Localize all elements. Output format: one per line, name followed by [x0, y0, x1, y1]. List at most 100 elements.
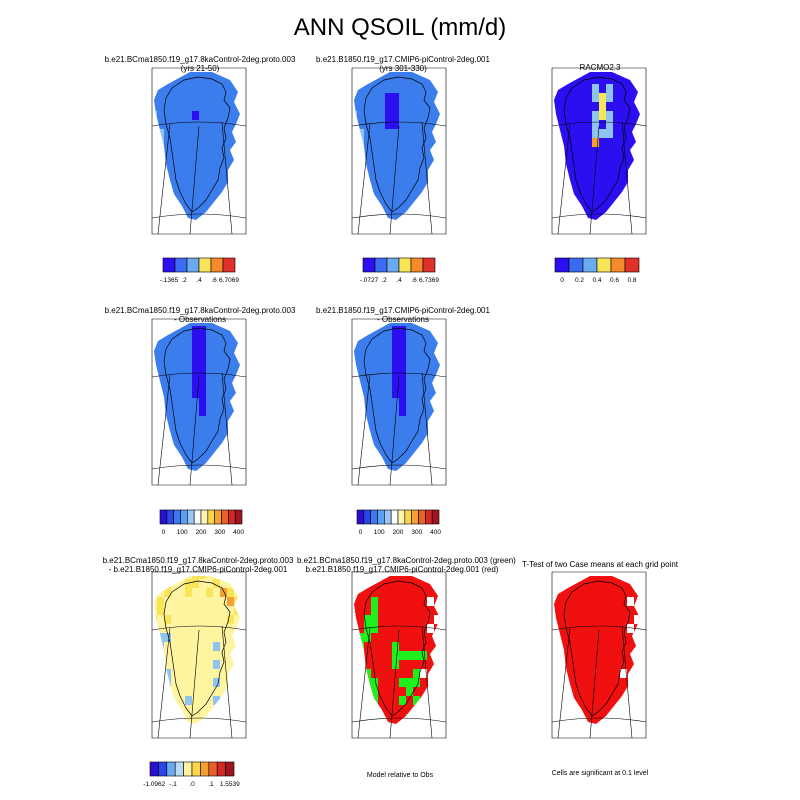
colorbar-swatch — [363, 509, 371, 525]
colorbar-label: .4 — [196, 277, 202, 284]
map-svg — [351, 318, 447, 486]
colorbar-swatch — [214, 509, 222, 525]
panel-2-map — [350, 66, 448, 236]
map-svg — [151, 67, 247, 235]
colorbar-swatch — [216, 761, 226, 777]
colorbar-label: 200 — [196, 529, 207, 536]
panel-7-caption-line2: - b.e21.B1850.f19_g17.CMIP6-piControl-2d… — [108, 565, 288, 574]
panel-2-caption-line1: b.e21.B1850.f19_g17.CMIP6-piControl-2deg… — [316, 55, 490, 64]
colorbar-label: 100 — [374, 529, 385, 536]
colorbar-swatch — [410, 257, 424, 273]
colorbar-label: 6.7369 — [419, 277, 439, 284]
map-svg — [151, 571, 247, 739]
colorbar-swatch — [610, 257, 626, 273]
colorbar-label: 0 — [359, 529, 363, 536]
panel-9-caption: T-Test of two Case means at each grid po… — [510, 560, 690, 569]
colorbar-7: -1.0962 -.1 .0 .1 1.5539 — [143, 761, 240, 790]
colorbar-swatch — [174, 257, 188, 273]
colorbar-swatch — [162, 257, 176, 273]
colorbar-4: 0 100 200 300 400 — [159, 509, 244, 538]
colorbar-swatch — [200, 509, 209, 525]
colorbar-2: -.0727.2 .4 .6 6.7369 — [360, 257, 439, 286]
colorbar-swatch — [596, 257, 612, 273]
colorbar-svg: 0 100 200 300 400 — [356, 509, 441, 536]
panel-9-caption-line1: T-Test of two Case means at each grid po… — [521, 560, 679, 569]
model-relative-note: Model relative to Obs — [366, 772, 434, 779]
colorbar-label: .4 — [396, 277, 402, 284]
colorbar-swatch — [166, 761, 176, 777]
colorbar-label: .6 — [411, 277, 417, 284]
colorbar-svg: -1.0962 -.1 .0 .1 1.5539 — [143, 761, 240, 788]
colorbar-label: 300 — [411, 529, 422, 536]
panel-9-map — [550, 570, 648, 740]
colorbar-swatch — [411, 509, 419, 525]
panel-8-caption: b.e21.BCma1850.f19_g17.8kaControl-2deg.p… — [297, 556, 516, 574]
colorbar-label: .0 — [189, 781, 195, 788]
colorbar-1: -.1365.2 .4 .6 6.7069 — [160, 257, 239, 286]
panel-7-caption-line1: b.e21.BCma1850.f19_g17.8kaControl-2deg.p… — [102, 556, 294, 565]
colorbar-swatch — [222, 257, 236, 273]
colorbar-swatch — [431, 509, 440, 525]
colorbar-swatch — [384, 509, 392, 525]
significance-note: Cells are significant at 0.1 level — [551, 770, 649, 777]
panel-5-map — [350, 317, 448, 487]
panel-8-map — [350, 570, 448, 740]
colorbar-swatch — [362, 257, 376, 273]
map-svg — [351, 67, 447, 235]
colorbar-label: -.1365 — [160, 277, 179, 284]
colorbar-swatch — [374, 257, 388, 273]
colorbar-label: 0.8 — [627, 277, 636, 284]
colorbar-swatch — [208, 761, 218, 777]
panel-3-map — [550, 66, 648, 236]
colorbar-swatch — [193, 509, 202, 525]
panel-4-caption-line1: b.e21.BCma1850.f19_g17.8kaControl-2deg.p… — [104, 306, 296, 315]
panel-4-caption: b.e21.BCma1850.f19_g17.8kaControl-2deg.p… — [95, 306, 305, 324]
panel-1-caption: b.e21.BCma1850.f19_g17.8kaControl-2deg.p… — [95, 55, 305, 73]
panel-8-caption-line1: b.e21.BCma1850.f19_g17.8kaControl-2deg.p… — [297, 556, 516, 565]
panel-3-caption: RACMO2.3 — [548, 63, 652, 72]
colorbar-3: 0 0.2 0.4 0.6 0.8 — [554, 257, 640, 286]
colorbar-swatch — [582, 257, 598, 273]
colorbar-label: 400 — [430, 529, 441, 536]
colorbar-swatch — [390, 509, 399, 525]
colorbar-swatch — [149, 761, 159, 777]
colorbar-label: -.0727 — [360, 277, 379, 284]
colorbar-swatch — [186, 257, 200, 273]
colorbar-swatch — [568, 257, 584, 273]
colorbar-swatch — [624, 257, 640, 273]
colorbar-label: .6 — [211, 277, 217, 284]
colorbar-label: 100 — [177, 529, 188, 536]
colorbar-label: 300 — [214, 529, 225, 536]
panel-1-map — [150, 66, 248, 236]
colorbar-label: 6.7069 — [219, 277, 239, 284]
colorbar-label: -.1 — [169, 781, 177, 788]
panel-5-caption: b.e21.B1850.f19_g17.CMIP6-piControl-2deg… — [303, 306, 503, 324]
colorbar-swatch — [370, 509, 378, 525]
colorbar-swatch — [356, 509, 365, 525]
colorbar-swatch — [180, 509, 188, 525]
colorbar-swatch — [221, 509, 229, 525]
colorbar-swatch — [234, 509, 243, 525]
panel-8-caption-line2: b.e21.B1850.f19_g17.CMIP6-piControl-2deg… — [305, 565, 499, 574]
colorbar-swatch — [397, 509, 406, 525]
panel-7-map — [150, 570, 248, 740]
map-svg — [351, 571, 447, 739]
panel-1-caption-line1: b.e21.BCma1850.f19_g17.8kaControl-2deg.p… — [104, 55, 296, 64]
colorbar-swatch — [174, 761, 184, 777]
panel-4-map — [150, 317, 248, 487]
panel-1-caption-line2: (yrs 21-50) — [180, 64, 220, 73]
colorbar-swatch — [386, 257, 400, 273]
colorbar-label: 1.5539 — [220, 781, 240, 788]
colorbar-label: 0 — [162, 529, 166, 536]
panel-3-caption-line1: RACMO2.3 — [579, 63, 621, 72]
colorbar-swatch — [173, 509, 181, 525]
colorbar-label: 0.6 — [610, 277, 619, 284]
colorbar-label: 400 — [233, 529, 244, 536]
colorbar-swatch — [425, 509, 433, 525]
panel-4-caption-line2: - Observations — [173, 315, 227, 324]
colorbar-swatch — [166, 509, 174, 525]
colorbar-swatch — [210, 257, 224, 273]
colorbar-swatch — [554, 257, 570, 273]
colorbar-swatch — [159, 509, 168, 525]
colorbar-5: 0 100 200 300 400 — [356, 509, 441, 538]
